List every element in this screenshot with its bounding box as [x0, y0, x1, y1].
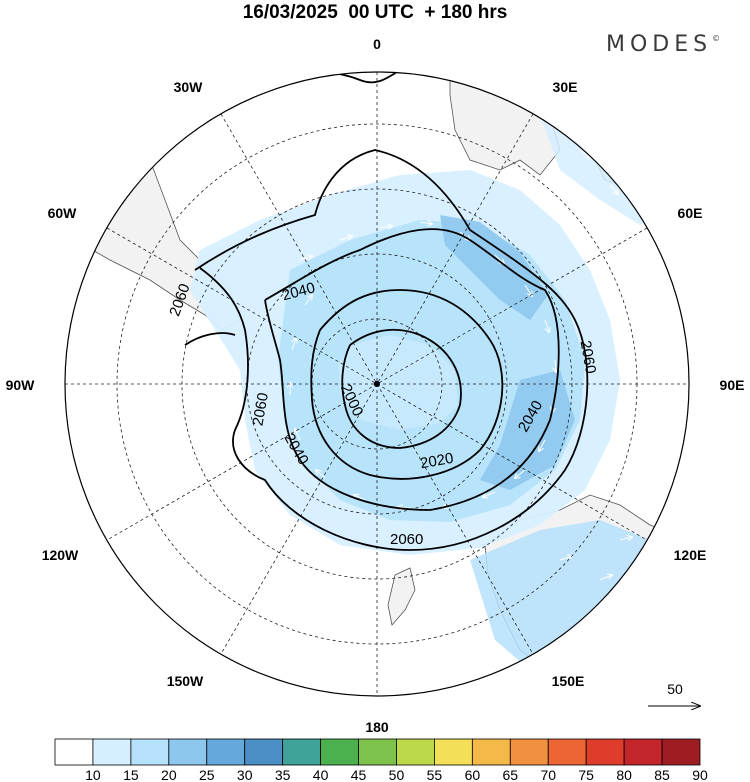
lon-label-90w: 90W: [6, 377, 36, 393]
contour-label: 2020: [419, 450, 455, 473]
lon-label-60w: 60W: [48, 205, 78, 221]
colorbar-swatch: [282, 738, 321, 766]
height-contours: [184, 72, 589, 551]
colorbar-tick-label: 30: [237, 767, 253, 782]
lon-label-90e: 90E: [720, 377, 745, 393]
colorbar-tick-label: 40: [313, 767, 329, 782]
colorbar-tick-label: 70: [540, 767, 556, 782]
lon-label-30w: 30W: [174, 79, 204, 95]
colorbar-tick-label: 15: [123, 767, 139, 782]
vector-reference: 50: [648, 681, 700, 706]
colorbar-tick-label: 90: [692, 767, 708, 782]
contour-label: 2060: [577, 339, 600, 375]
shading-antarctic-inner: [338, 335, 458, 430]
colorbar: 10 15 20 25 30 35 40 45 50 55 60 65 70 75 80 85 90: [54, 738, 708, 782]
lon-label-30e: 30E: [553, 79, 578, 95]
colorbar-swatch: [471, 738, 511, 766]
colorbar-swatch: [92, 738, 132, 766]
pole-marker: [374, 381, 380, 387]
colorbar-tick-label: 45: [351, 767, 367, 782]
lon-label-150w: 150W: [167, 673, 204, 689]
colorbar-tick-label: 75: [578, 767, 594, 782]
lon-label-150e: 150E: [552, 673, 585, 689]
colorbar-swatch: [54, 738, 94, 766]
colorbar-tick-label: 60: [465, 767, 481, 782]
colorbar-tick-label: 20: [161, 767, 177, 782]
colorbar-swatch: [585, 738, 625, 766]
map-boundary: [64, 71, 690, 697]
colorbar-swatch: [434, 738, 473, 766]
lon-label-0: 0: [373, 36, 381, 52]
contour-labels: 2060 2040 2060 2040 2000 2060 2040 2020 …: [166, 279, 599, 548]
new-zealand-land: [387, 567, 416, 626]
lon-label-60e: 60E: [678, 205, 703, 221]
colorbar-swatch: [396, 738, 435, 766]
contour-2060-inner-west: [184, 332, 236, 346]
lon-label-180: 180: [365, 719, 389, 735]
colorbar-swatch: [623, 738, 663, 766]
colorbar-swatch: [661, 738, 701, 766]
brand-logo: MODES©: [606, 32, 720, 57]
contour-label: 2060: [249, 391, 272, 427]
colorbar-swatch: [358, 738, 397, 766]
colorbar-tick-label: 10: [85, 767, 101, 782]
contour-2000: [341, 328, 462, 449]
vector-reference-label: 50: [667, 681, 683, 697]
map-title: 16/03/2025 00 UTC + 180 hrs: [242, 2, 508, 23]
contour-2020: [310, 289, 504, 480]
contour-2060-outer: [194, 149, 589, 551]
colorbar-swatch: [206, 738, 246, 766]
shading-australia-jet: [470, 520, 680, 670]
colorbar-tick-label: 50: [389, 767, 405, 782]
brand-name: MODES: [606, 32, 713, 57]
colorbar-tick-label: 65: [503, 767, 519, 782]
colorbar-swatch: [130, 738, 170, 766]
colorbar-swatch: [244, 738, 284, 766]
colorbar-swatch: [320, 738, 359, 766]
colorbar-tick-label: 80: [616, 767, 632, 782]
contour-2060-arctic: [274, 72, 441, 84]
colorbar-swatch: [509, 738, 549, 766]
contour-2040: [264, 228, 560, 511]
longitude-labels: 0 30E 60E 90E 120E 150E 180 150W 120W 90…: [6, 36, 745, 735]
colorbar-swatch: [168, 738, 208, 766]
colorbar-tick-label: 35: [275, 767, 291, 782]
shading-band-25b: [480, 370, 575, 490]
copyright-mark: ©: [712, 34, 721, 43]
lon-label-120e: 120E: [674, 547, 707, 563]
colorbar-swatch: [547, 738, 587, 766]
colorbar-tick-label: 25: [199, 767, 215, 782]
contour-label: 2060: [390, 531, 423, 548]
lon-label-120w: 120W: [42, 547, 79, 563]
colorbar-tick-label: 85: [654, 767, 670, 782]
colorbar-tick-label: 55: [427, 767, 443, 782]
